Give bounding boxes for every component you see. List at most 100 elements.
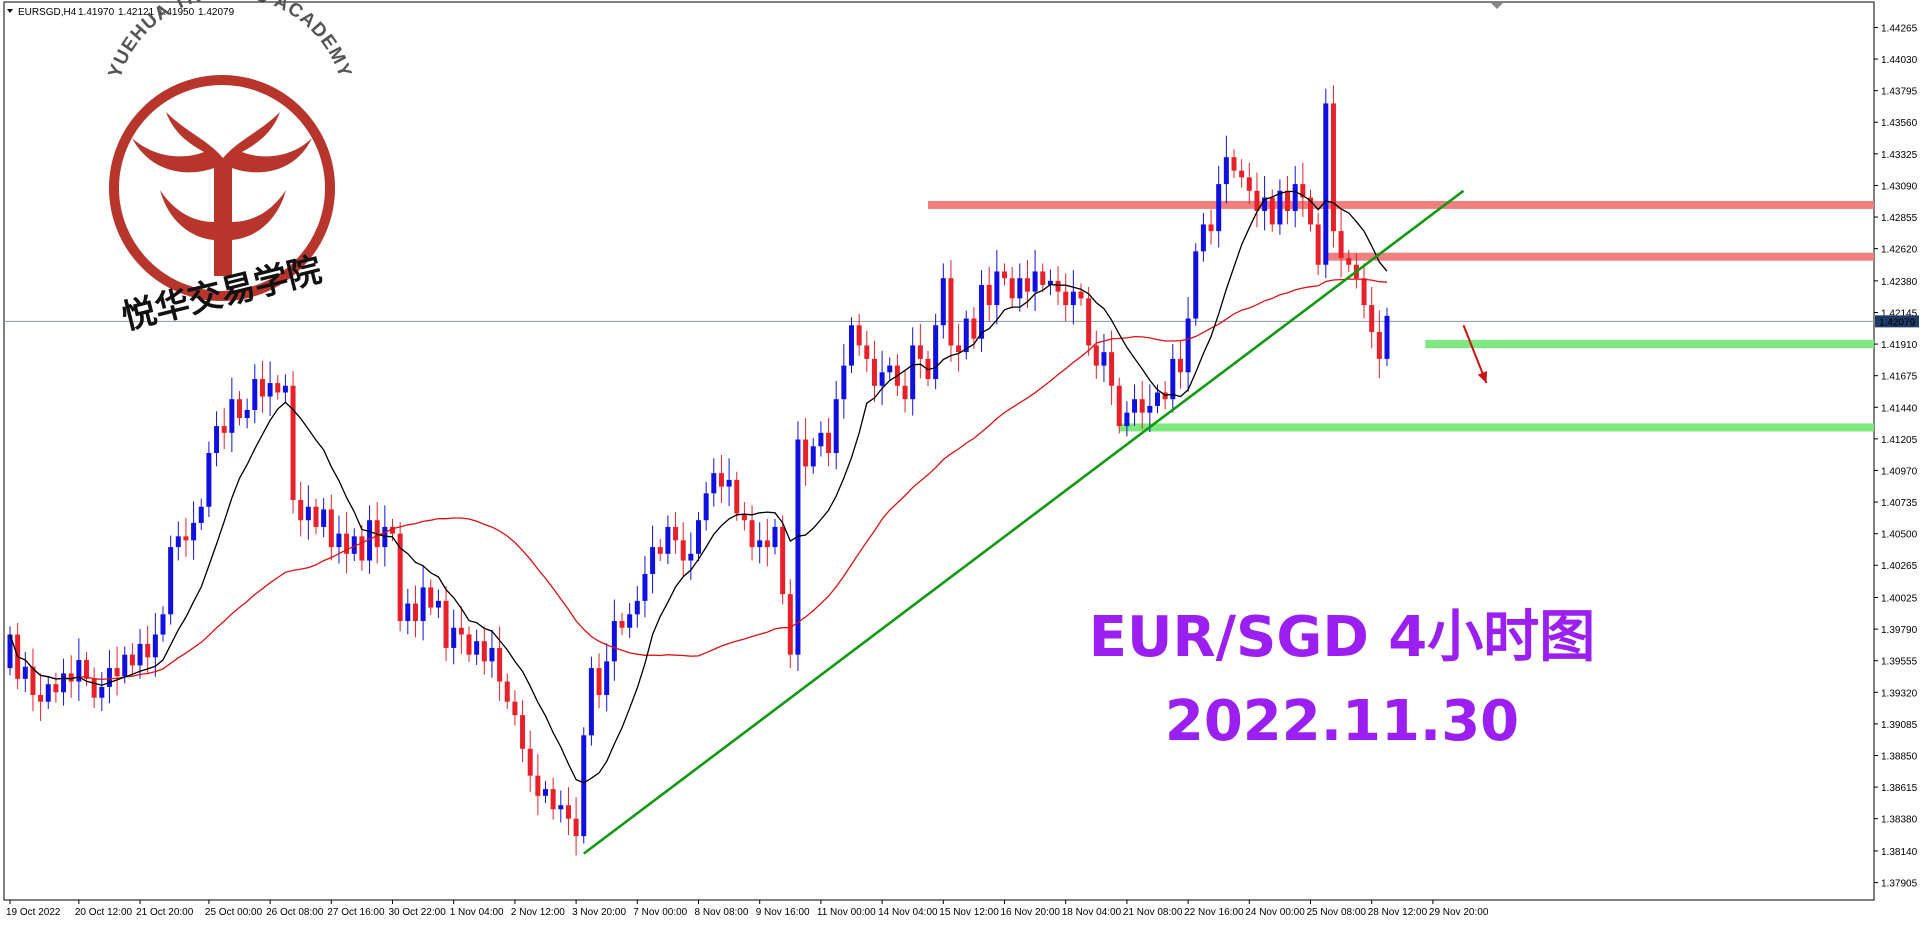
header-open: 1.41970 <box>78 7 115 18</box>
bear-candle <box>917 345 923 359</box>
bear-candle <box>53 684 59 693</box>
header-low: 1.41950 <box>158 7 195 18</box>
bear-candle <box>1308 197 1313 225</box>
price-badge-bg <box>1875 315 1919 328</box>
bull-candle <box>405 603 411 622</box>
bear-candle <box>734 479 740 514</box>
price-tick-label: 1.43090 <box>1881 181 1918 192</box>
bear-candle <box>91 678 97 698</box>
bull-candle <box>1216 184 1222 232</box>
time-tick-label: 14 Nov 04:00 <box>878 907 938 918</box>
bear-candle <box>787 594 793 655</box>
bear-candle <box>1024 278 1030 292</box>
bull-candle <box>933 325 939 380</box>
bear-candle <box>619 621 625 628</box>
bull-candle <box>1384 315 1390 359</box>
price-tick-label: 1.38850 <box>1881 751 1918 762</box>
time-tick-label: 25 Oct 00:00 <box>205 907 263 918</box>
price-tick-label: 1.41440 <box>1881 403 1918 414</box>
price-badge-text: 1.42079 <box>1879 317 1916 328</box>
bull-candle <box>22 666 28 679</box>
bear-candle <box>1078 291 1084 299</box>
bear-candle <box>237 399 242 419</box>
bear-candle <box>986 284 992 306</box>
time-tick-label: 20 Oct 12:00 <box>75 907 133 918</box>
scroll-marker-icon[interactable] <box>1491 3 1503 9</box>
price-tick-label: 1.40265 <box>1881 561 1918 572</box>
bear-candle <box>956 345 962 353</box>
bear-candle <box>1254 190 1260 211</box>
bull-candle <box>588 668 594 736</box>
bear-candle <box>1009 278 1015 299</box>
bear-candle <box>1338 231 1344 259</box>
bull-candle <box>1262 197 1268 211</box>
bull-candle <box>940 278 946 326</box>
bull-candle <box>175 536 181 548</box>
bear-candle <box>1208 224 1214 232</box>
bear-candle <box>1269 197 1275 225</box>
bear-candle <box>749 520 755 548</box>
bear-candle <box>1109 352 1115 386</box>
bull-candle <box>1277 190 1283 225</box>
bear-candle <box>826 432 832 453</box>
price-tick-label: 1.44030 <box>1881 55 1918 66</box>
bull-candle <box>367 520 373 561</box>
logo-ring <box>109 75 335 301</box>
bear-candle <box>780 526 786 595</box>
price-tick-label: 1.43560 <box>1881 118 1918 129</box>
bear-candle <box>359 536 365 561</box>
price-tick-label: 1.40500 <box>1881 530 1918 541</box>
bear-candle <box>1369 305 1375 332</box>
price-tick-label: 1.38615 <box>1881 783 1918 794</box>
bear-candle <box>259 379 265 397</box>
bull-candle <box>543 789 548 796</box>
support-zone <box>1119 423 1874 432</box>
bear-candle <box>1376 331 1382 359</box>
bull-candle <box>106 668 112 687</box>
bear-candle <box>1246 177 1252 191</box>
bull-candle <box>634 600 640 615</box>
bear-candle <box>1040 271 1046 285</box>
bear-candle <box>1139 399 1145 413</box>
time-tick-label: 28 Nov 12:00 <box>1368 907 1428 918</box>
price-tick-label: 1.39790 <box>1881 625 1918 636</box>
bull-candle <box>688 553 694 561</box>
bull-candle <box>206 452 212 507</box>
bear-candle <box>673 526 679 541</box>
bear-candle <box>535 775 541 796</box>
bull-candle <box>979 284 985 339</box>
menu-triangle-icon[interactable] <box>7 9 13 13</box>
bull-candle <box>229 399 235 433</box>
price-tick-label: 1.42855 <box>1881 213 1918 224</box>
bull-candle <box>61 673 67 693</box>
plot-area[interactable] <box>3 1 1875 901</box>
bull-candle <box>642 573 648 601</box>
bear-candle <box>573 818 579 837</box>
bear-candle <box>1093 345 1099 366</box>
bull-candle <box>99 686 105 698</box>
chart-date: 2022.11.30 <box>1165 689 1519 754</box>
bull-candle <box>7 634 13 669</box>
bull-candle <box>1147 405 1153 413</box>
bull-candle <box>160 614 166 635</box>
bear-candle <box>313 506 319 527</box>
bear-candle <box>129 654 135 666</box>
bull-candle <box>214 426 220 453</box>
time-tick-label: 11 Nov 00:00 <box>817 907 876 918</box>
bear-candle <box>443 600 449 648</box>
bear-candle <box>971 318 977 339</box>
header-symbol: EURSGD,H4 <box>18 7 77 18</box>
bear-candle <box>466 634 472 655</box>
bear-candle <box>397 533 403 622</box>
bear-candle <box>412 603 418 622</box>
price-tick-label: 1.43795 <box>1881 87 1918 98</box>
price-tick-label: 1.38380 <box>1881 815 1918 826</box>
bull-candle <box>795 439 801 655</box>
price-tick-label: 1.41675 <box>1881 372 1918 383</box>
price-tick-label: 1.43325 <box>1881 150 1918 161</box>
bull-candle <box>726 479 732 487</box>
bull-candle <box>833 399 839 453</box>
time-tick-label: 25 Nov 08:00 <box>1307 907 1367 918</box>
